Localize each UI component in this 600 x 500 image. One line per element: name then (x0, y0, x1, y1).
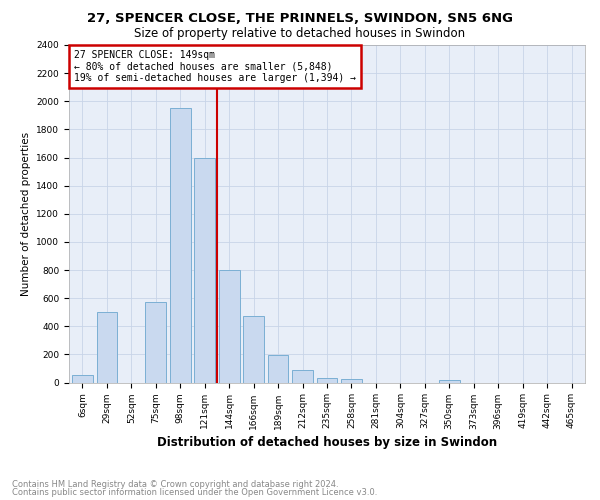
Bar (145, 302, 166, 382)
Bar (268, 355, 289, 382)
Bar (97, 312, 117, 382)
Bar (170, 108, 191, 382)
Text: Contains public sector information licensed under the Open Government Licence v3: Contains public sector information licen… (12, 488, 377, 497)
Bar (219, 270, 239, 382)
Bar (243, 316, 264, 382)
X-axis label: Distribution of detached houses by size in Swindon: Distribution of detached houses by size … (157, 436, 497, 448)
Text: Contains HM Land Registry data © Crown copyright and database right 2024.: Contains HM Land Registry data © Crown c… (12, 480, 338, 489)
Bar (341, 379, 362, 382)
Bar (194, 158, 215, 382)
Y-axis label: Number of detached properties: Number of detached properties (21, 132, 31, 296)
Text: Size of property relative to detached houses in Swindon: Size of property relative to detached ho… (134, 28, 466, 40)
Bar (317, 378, 337, 382)
Bar (439, 380, 460, 382)
Text: 27 SPENCER CLOSE: 149sqm
← 80% of detached houses are smaller (5,848)
19% of sem: 27 SPENCER CLOSE: 149sqm ← 80% of detach… (74, 50, 356, 84)
Bar (72, 376, 93, 382)
Bar (292, 370, 313, 382)
Text: 27, SPENCER CLOSE, THE PRINNELS, SWINDON, SN5 6NG: 27, SPENCER CLOSE, THE PRINNELS, SWINDON… (87, 12, 513, 26)
